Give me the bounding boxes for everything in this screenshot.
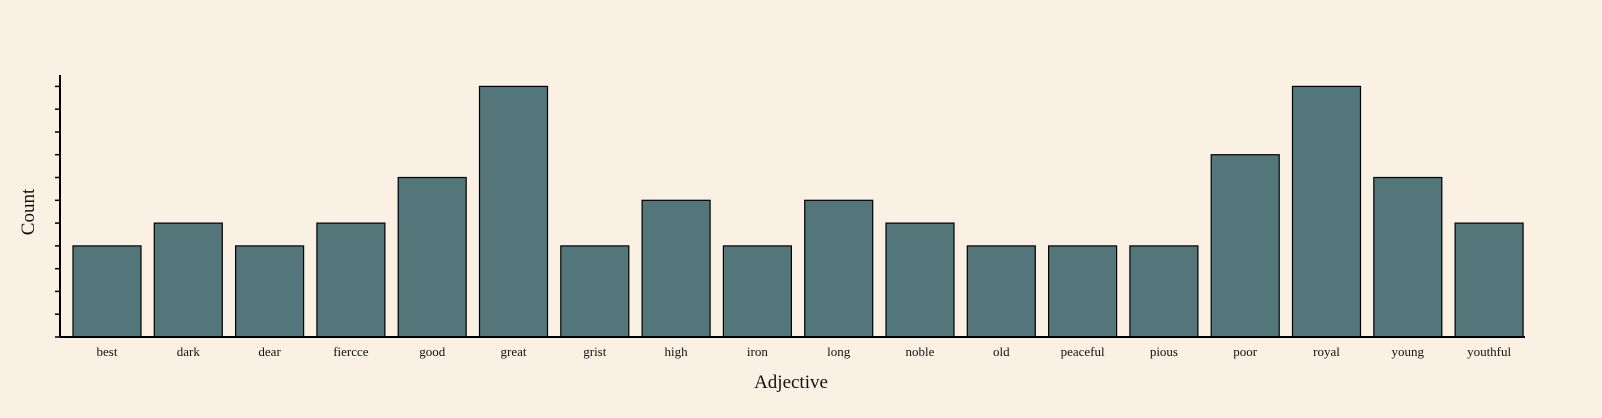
- x-tick-label-fiercce: fiercce: [333, 344, 369, 359]
- x-tick-label-dark: dark: [177, 344, 201, 359]
- bars-group: [72, 85, 1524, 338]
- x-tick-label-high: high: [665, 344, 689, 359]
- bar-poor: [1210, 154, 1280, 338]
- y-axis-title: Count: [18, 188, 39, 235]
- x-tick-labels: best dark dear fiercce good great grist high iro…: [97, 344, 1512, 359]
- bar-old: [966, 245, 1036, 338]
- y-axis: [55, 75, 1525, 338]
- bar-dark: [153, 222, 223, 338]
- bar-great: [478, 85, 549, 338]
- bar-dear: [235, 245, 305, 338]
- bar-young: [1373, 176, 1443, 338]
- bar-grist: [560, 245, 630, 338]
- bar-peaceful: [1047, 245, 1118, 338]
- bar-youthful: [1454, 222, 1524, 338]
- bar-fiercce: [316, 222, 386, 338]
- x-tick-label-grist: grist: [583, 344, 607, 359]
- x-tick-label-great: great: [501, 344, 527, 359]
- x-tick-label-iron: iron: [747, 344, 768, 359]
- bar-pious: [1129, 245, 1199, 338]
- bar-best: [72, 245, 142, 338]
- x-tick-label-youthful: youthful: [1467, 344, 1511, 359]
- bar-long: [804, 199, 874, 338]
- x-tick-label-poor: poor: [1233, 344, 1258, 359]
- x-tick-label-young: young: [1392, 344, 1425, 359]
- bar-high: [641, 199, 711, 338]
- x-tick-label-long: long: [827, 344, 851, 359]
- x-tick-label-old: old: [993, 344, 1010, 359]
- x-tick-label-noble: noble: [906, 344, 935, 359]
- x-tick-label-pious: pious: [1150, 344, 1178, 359]
- x-tick-label-good: good: [419, 344, 446, 359]
- x-axis-title: Adjective: [754, 372, 828, 393]
- bar-royal: [1291, 85, 1362, 338]
- x-tick-label-royal: royal: [1313, 344, 1340, 359]
- x-tick-label-peaceful: peaceful: [1061, 344, 1105, 359]
- x-tick-label-best: best: [97, 344, 118, 359]
- x-tick-label-dear: dear: [258, 344, 281, 359]
- bar-good: [397, 176, 467, 338]
- bar-iron: [722, 245, 793, 338]
- bar-noble: [885, 222, 955, 338]
